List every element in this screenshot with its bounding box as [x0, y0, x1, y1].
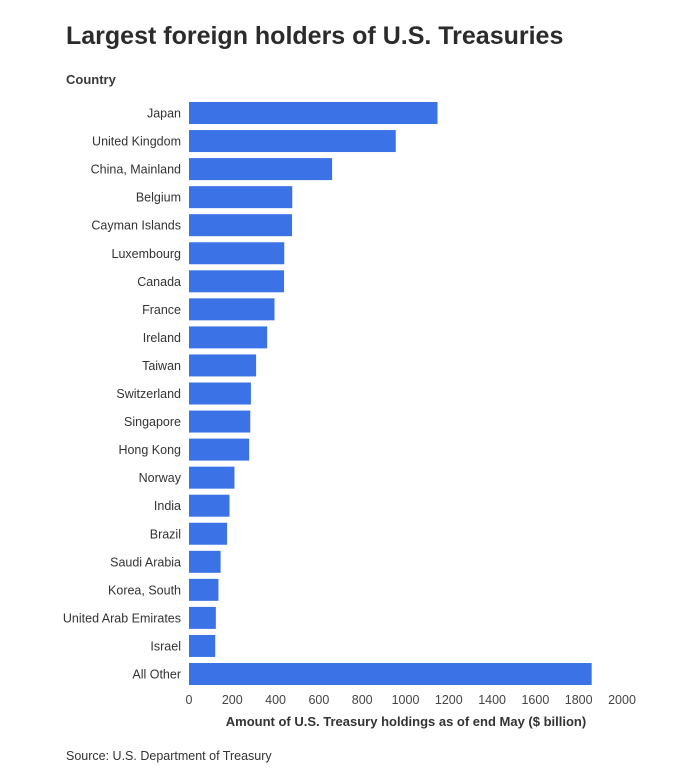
x-tick-label: 1400: [478, 693, 506, 707]
category-label: United Arab Emirates: [63, 611, 181, 625]
category-label: Cayman Islands: [91, 219, 181, 233]
chart-title: Largest foreign holders of U.S. Treasuri…: [66, 22, 564, 50]
bar: [189, 158, 333, 181]
category-label: China, Mainland: [91, 163, 181, 177]
bars-group: [189, 102, 592, 685]
bar: [189, 354, 257, 377]
category-label: Korea, South: [108, 583, 181, 597]
bar: [189, 214, 293, 237]
bar: [189, 410, 251, 433]
bar: [189, 298, 275, 321]
bar: [189, 186, 293, 209]
bar: [189, 494, 230, 517]
category-label: Brazil: [150, 527, 181, 541]
category-label: United Kingdom: [92, 135, 181, 149]
bar: [189, 466, 235, 489]
x-tick-label: 600: [308, 693, 329, 707]
y-axis-title: Country: [66, 72, 116, 87]
bar: [189, 382, 251, 405]
x-tick-label: 200: [222, 693, 243, 707]
x-tick-labels-group: 0 200 400 600 800 1000 1200 1400 1600 1800 2000: [186, 693, 636, 707]
bar: [189, 522, 228, 545]
bar: [189, 578, 219, 601]
category-label: Israel: [150, 639, 181, 653]
x-tick-label: 1000: [392, 693, 420, 707]
x-tick-label: 1800: [565, 693, 593, 707]
category-label: India: [154, 499, 181, 513]
category-label: Canada: [137, 275, 181, 289]
bar: [189, 634, 216, 657]
x-tick-label: 1600: [521, 693, 549, 707]
category-label: All Other: [132, 668, 181, 682]
x-tick-label: 2000: [608, 693, 636, 707]
x-tick-label: 800: [352, 693, 373, 707]
bar: [189, 326, 268, 349]
category-label: Belgium: [136, 191, 181, 205]
source-note: Source: U.S. Department of Treasury: [66, 749, 272, 763]
category-label: France: [142, 303, 181, 317]
bar: [189, 130, 396, 153]
category-label: Singapore: [124, 415, 181, 429]
category-label: Switzerland: [116, 387, 181, 401]
category-label: Japan: [147, 107, 181, 121]
bar: [189, 663, 592, 685]
x-tick-label: 0: [186, 693, 193, 707]
bar: [189, 438, 250, 461]
category-label: Saudi Arabia: [110, 555, 181, 569]
category-label: Luxembourg: [112, 247, 182, 261]
category-label: Taiwan: [142, 359, 181, 373]
x-tick-label: 1200: [435, 693, 463, 707]
category-label: Norway: [139, 471, 182, 485]
category-label: Hong Kong: [118, 443, 181, 457]
x-axis-title: Amount of U.S. Treasury holdings as of e…: [226, 714, 586, 729]
x-tick-label: 400: [265, 693, 286, 707]
category-labels-group: Japan United Kingdom China, Mainland Belgiu…: [63, 107, 182, 682]
bar: [189, 550, 221, 573]
bar: [189, 242, 285, 265]
bar: [189, 102, 438, 124]
bar: [189, 270, 285, 293]
bar: [189, 606, 216, 629]
category-label: Ireland: [143, 331, 181, 345]
